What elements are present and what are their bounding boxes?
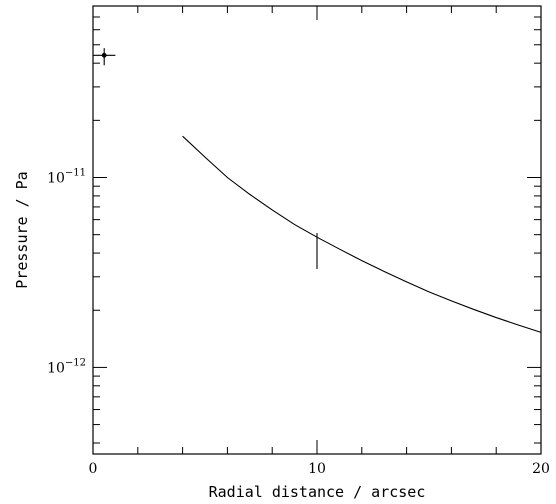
data-marks (93, 48, 542, 333)
x-tick-label: 20 (532, 461, 550, 477)
tick-labels: 0 10 20 10−12 10−11 (47, 168, 550, 477)
y-axis-label: Pressure / Pa (13, 171, 31, 288)
x-axis-label: Radial distance / arcsec (209, 483, 426, 501)
x-tick-label: 10 (308, 461, 326, 477)
x-tick-label: 0 (89, 461, 98, 477)
y-tick-label: 10−12 (47, 357, 86, 376)
plot-frame (92, 5, 542, 455)
axis-ticks (92, 5, 542, 454)
model-curve (182, 135, 542, 333)
y-tick-label: 10−11 (47, 168, 86, 187)
data-point (101, 52, 107, 58)
